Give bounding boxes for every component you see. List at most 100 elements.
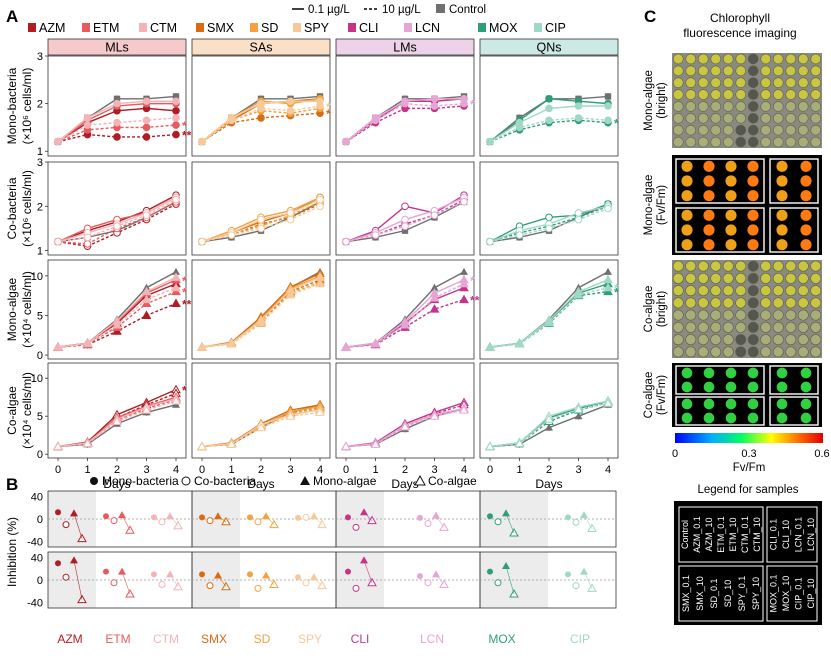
compound-label-etm: ETM [105,632,130,646]
row-label-line2: (×10⁶ cells/ml) [20,68,34,145]
data-point [401,99,409,108]
series-cip-10 [486,114,612,146]
x-tick-label: 0 [343,464,349,476]
facet-frame [47,161,187,256]
fluorescent-well [681,239,693,251]
marker-mono_algae [214,571,222,579]
group-header-label: MLs [105,41,129,55]
sample-legend-entry: CIP_10 [806,578,816,608]
data-point [257,224,265,233]
data-point [545,224,553,233]
data-point [172,97,180,106]
data-point [429,293,440,302]
marker-mono_bacteria [103,513,109,520]
data-point [430,211,439,219]
group-header-qns [479,38,619,56]
y-tick-label: -40 [27,597,43,609]
data-point [83,233,92,242]
data-point [316,102,324,110]
fluorescent-well [725,209,737,221]
plate-well [810,260,822,272]
legend-label-cli: CLI [359,21,378,35]
marker-mono_bacteria [345,568,351,575]
data-point [459,405,469,414]
fluorescent-well [747,381,759,393]
panel-label-c: C [644,7,656,26]
data-point [515,231,524,239]
y-tick-label: 2 [37,99,43,111]
series-spy-10 [198,202,324,246]
legend-label-cip: CIP [545,21,566,35]
marker-co_bacteria [302,513,310,521]
connector-line [313,515,323,525]
fluorescent-well [747,224,759,236]
marker-mono_algae [70,556,78,564]
plate-well [722,89,734,100]
y-tick-label: 5 [37,310,43,322]
marker-mono_algae [70,509,78,517]
fluorescent-well [725,160,737,172]
series-line [489,117,609,143]
fluorescent-well [747,160,759,172]
legend-control-label: Control [449,4,486,16]
facet-frame [47,55,187,157]
plate-well [810,65,822,77]
plate-well [710,334,722,346]
series-lcn-10 [342,99,468,146]
series-lcn-10 [341,278,469,351]
plate-well [747,309,759,321]
series-cli-10 [342,102,468,146]
y-tick-label: 0 [37,350,43,362]
legend-marker-mono_algae [300,476,310,485]
plate-well [710,260,722,272]
series-ctm-10 [54,195,180,246]
inhibition-row-0-1: 400-400.1 µg/L [27,490,617,548]
plate-well [710,272,722,284]
connector-line [265,515,275,525]
marker-mono_bacteria [151,571,157,578]
data-point [315,407,325,416]
fluorescent-well [800,412,812,424]
data-point [370,439,381,448]
inhibition-row-10: 400-4010 µg/L [27,551,617,609]
legend-label-co_algae: Co-algae [428,474,477,488]
plate-well [672,272,684,284]
fluorescent-well [776,190,788,202]
series-line [57,291,177,348]
connector-line [265,575,275,585]
plate-well [760,101,772,112]
plate-well [710,297,722,309]
imaging-title-line2: fluorescence imaging [683,26,796,40]
data-point [53,441,63,451]
plate-well [710,89,722,100]
fluorescent-well [703,224,715,236]
plate-well [797,53,809,65]
plate-well [735,309,747,321]
plate-well [785,124,797,136]
fluorescent-well [800,190,812,202]
marker-co_bacteria [110,579,118,587]
fluorescent-well [681,175,693,187]
plate-well [697,89,709,100]
plate-well [810,89,822,100]
plate-well [747,124,759,136]
connector-line [217,575,227,587]
plate-well [672,309,684,321]
fluorescent-well [703,381,715,393]
marker-mono_bacteria [487,568,493,575]
x-axis-label: Days [103,477,130,491]
well-group-frame [675,207,765,253]
plate-well [697,65,709,77]
facet-co-algae-qns: 0 1 2 3 4 Days [479,362,619,491]
sample-legend-entry: ETM_0.1 [716,516,726,553]
plate-well [785,346,797,358]
data-point [113,95,121,103]
y-tick-label: 10 [31,271,43,283]
data-point [603,274,613,284]
fluorescent-well [725,224,737,236]
plate-well [810,334,822,346]
image-label-line1: Mono-algae [643,175,655,236]
inhibition-y-label: Inhibition (%) [5,517,19,587]
plate-well [710,136,722,148]
plate-well [810,309,822,321]
